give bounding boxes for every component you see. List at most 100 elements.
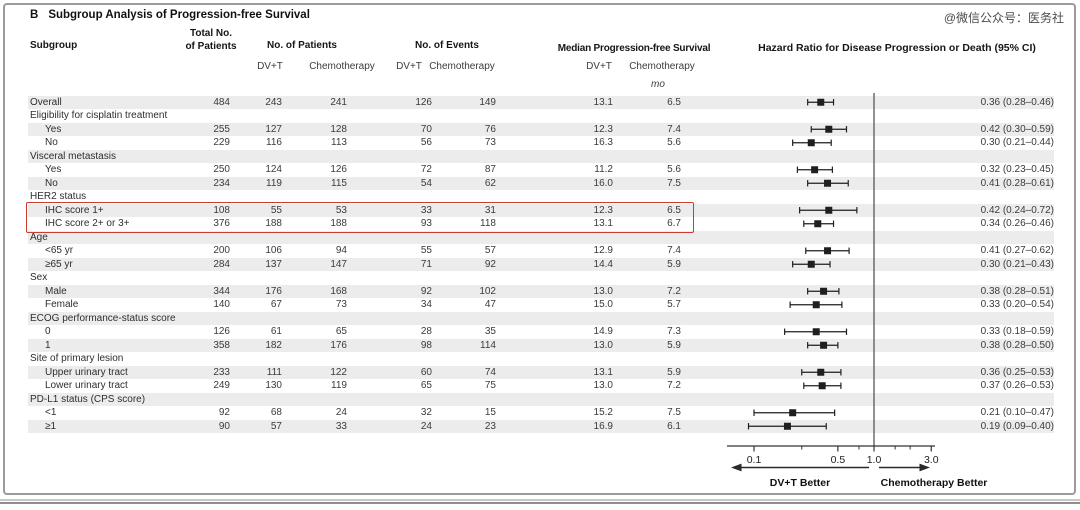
cell-total: 358 <box>213 339 230 351</box>
cell-hr-text: 0.32 (0.23–0.45) <box>980 164 1054 175</box>
cell-ev-chemo <box>432 271 496 285</box>
cell-pts-chemo <box>282 190 347 204</box>
cell-pts-dvt: 68 <box>270 407 282 418</box>
table-group-row: PD-L1 status (CPS score) <box>28 392 1054 407</box>
cell-pts-dvt: 55 <box>270 204 282 216</box>
cell-hr-text: 0.36 (0.25–0.53) <box>980 366 1054 378</box>
cell-hr-text: 0.30 (0.21–0.44) <box>980 137 1054 148</box>
cell-pfs-dvt: 14.9 <box>593 326 613 337</box>
cell-pts-chemo <box>282 352 347 366</box>
cell-subgroup-label: 1 <box>45 339 51 351</box>
cell-subgroup-label: Visceral metastasis <box>30 150 116 162</box>
cell-pfs-chemo <box>613 109 681 123</box>
cell-pts-dvt: 182 <box>265 339 282 351</box>
cell-pfs-dvt <box>496 393 613 407</box>
cell-pts-dvt: 111 <box>266 366 282 378</box>
table-row: Female 140 67 73 34 47 15.0 5.7 0.33 (0.20–0.54) <box>28 298 1054 312</box>
cell-subgroup-label: 0 <box>45 326 51 337</box>
cell-hr-text: 0.41 (0.28–0.61) <box>980 177 1054 189</box>
cell-pts-chemo <box>282 109 347 123</box>
cell-pts-chemo <box>282 271 347 285</box>
cell-pfs-dvt <box>496 352 613 366</box>
cell-subgroup-label: Upper urinary tract <box>45 366 128 378</box>
table-row: Overall 484 243 241 126 149 13.1 6.5 0.36 (0.28–… <box>28 95 1054 109</box>
cell-pts-chemo: 168 <box>330 285 347 297</box>
cell-total <box>185 393 230 407</box>
cell-pts-dvt <box>230 312 282 326</box>
cell-total <box>185 271 230 285</box>
cell-ev-chemo: 35 <box>484 326 496 337</box>
cell-pfs-dvt: 15.0 <box>593 299 613 310</box>
cell-ev-dvt: 72 <box>420 164 432 175</box>
cell-ev-chemo <box>432 231 496 245</box>
cell-pfs-dvt: 13.1 <box>593 218 613 229</box>
cell-pts-chemo: 122 <box>330 366 347 378</box>
cell-ev-dvt: 92 <box>420 285 432 297</box>
cell-pts-chemo <box>282 150 347 164</box>
cell-pfs-dvt: 14.4 <box>593 258 613 270</box>
table-row: Upper urinary tract 233 111 122 60 74 13.1 5.9 0… <box>28 365 1054 379</box>
col-header-no-of-events: No. of Events <box>415 40 479 51</box>
cell-total: 92 <box>218 407 230 418</box>
table-row: ≥65 yr 284 137 147 71 92 14.4 5.9 0.30 (0.21–0.4… <box>28 257 1054 271</box>
cell-subgroup-label: Age <box>30 231 48 243</box>
subheader-events-chemo: Chemotherapy <box>429 61 495 72</box>
cell-hr-text <box>681 271 1054 285</box>
table-row: No 229 116 113 56 73 16.3 5.6 0.30 (0.21–0.44) <box>28 136 1054 150</box>
cell-total: 90 <box>218 420 230 432</box>
cell-pfs-chemo <box>613 150 681 164</box>
cell-pts-dvt: 137 <box>265 258 282 270</box>
watermark-text: @微信公众号：医务社 <box>943 11 1064 25</box>
cell-pts-chemo: 65 <box>335 326 347 337</box>
cell-pts-chemo: 126 <box>330 164 347 175</box>
cell-pfs-dvt: 13.0 <box>593 339 613 351</box>
cell-hr-text: 0.41 (0.27–0.62) <box>980 245 1054 256</box>
cell-pfs-dvt: 15.2 <box>593 407 613 418</box>
cell-hr-text <box>681 393 1054 407</box>
table-row: Male 344 176 168 92 102 13.0 7.2 0.38 (0.28–0.51… <box>28 284 1054 298</box>
cell-pts-dvt: 243 <box>265 96 282 108</box>
cell-ev-chemo: 73 <box>484 137 496 148</box>
cell-subgroup-label: <1 <box>45 407 57 418</box>
cell-ev-dvt: 33 <box>420 204 432 216</box>
cell-ev-chemo <box>432 150 496 164</box>
cell-ev-dvt: 71 <box>420 258 432 270</box>
cell-ev-dvt: 24 <box>420 420 432 432</box>
cell-total: 284 <box>213 258 230 270</box>
cell-hr-text <box>681 109 1054 123</box>
subheader-pfs-dvt: DV+T <box>586 61 612 72</box>
col-header-no-of-patients: No. of Patients <box>266 40 338 51</box>
cell-ev-dvt <box>347 150 432 164</box>
cell-pfs-chemo: 7.2 <box>667 380 681 391</box>
cell-hr-text: 0.33 (0.18–0.59) <box>980 326 1054 337</box>
cell-pts-dvt <box>230 393 282 407</box>
cell-ev-chemo: 92 <box>484 258 496 270</box>
cell-total: 126 <box>213 326 230 337</box>
cell-subgroup-label: IHC score 1+ <box>45 204 104 216</box>
cell-ev-chemo <box>432 352 496 366</box>
cell-ev-chemo: 118 <box>480 218 496 229</box>
cell-pts-dvt: 176 <box>265 285 282 297</box>
cell-pts-dvt: 127 <box>265 123 282 135</box>
table-group-row: Eligibility for cisplatin treatment <box>28 109 1054 123</box>
cell-hr-text: 0.38 (0.28–0.50) <box>980 339 1054 351</box>
cell-pts-chemo <box>282 231 347 245</box>
cell-ev-chemo: 74 <box>484 366 496 378</box>
cell-pfs-chemo: 7.3 <box>667 326 681 337</box>
cell-pfs-dvt <box>496 150 613 164</box>
cell-pfs-chemo: 5.6 <box>667 164 681 175</box>
col-header-median-pfs: Median Progression-free Survival <box>557 43 711 54</box>
panel-title: B Subgroup Analysis of Progression-free S… <box>30 9 310 21</box>
cell-subgroup-label: No <box>45 177 58 189</box>
subgroup-table: Overall 484 243 241 126 149 13.1 6.5 0.36 (0.28–… <box>28 95 1054 433</box>
cell-subgroup-label: ECOG performance-status score <box>30 312 176 324</box>
cell-total: 234 <box>213 177 230 189</box>
cell-total <box>185 190 230 204</box>
cell-pfs-dvt: 13.0 <box>593 285 613 297</box>
cell-subgroup-label: Sex <box>30 272 48 283</box>
cell-total: 229 <box>213 137 230 148</box>
cell-hr-text: 0.37 (0.26–0.53) <box>980 380 1054 391</box>
cell-subgroup-label: Male <box>45 285 67 297</box>
cell-hr-text: 0.21 (0.10–0.47) <box>980 407 1054 418</box>
cell-ev-chemo: 149 <box>479 96 496 108</box>
